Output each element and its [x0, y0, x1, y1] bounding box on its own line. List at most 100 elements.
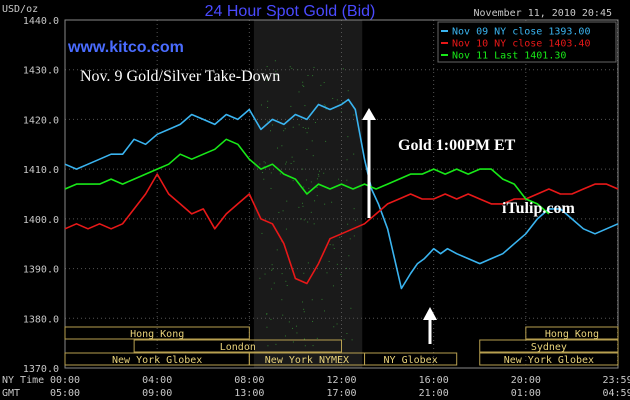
- nymex-dot: [311, 299, 313, 301]
- nymex-dot: [266, 313, 268, 315]
- nymex-dot: [290, 162, 292, 164]
- nymex-dot: [300, 218, 302, 220]
- nymex-dot: [275, 70, 277, 72]
- x-tick-label-ny: 12:00: [326, 375, 356, 386]
- nymex-dot: [285, 161, 287, 163]
- session-bar-outline: [525, 326, 619, 340]
- nymex-dot: [321, 298, 323, 300]
- nymex-dot: [270, 288, 272, 290]
- nymex-dot: [269, 130, 271, 132]
- nymex-dot: [260, 104, 262, 106]
- x-axis-ticks: 00:00 05:00 04:00 09:00 08:00 13:00 12:00 17:00…: [50, 375, 630, 399]
- nymex-dot: [312, 320, 314, 322]
- nymex-dot: [323, 104, 325, 106]
- nymex-dot: [346, 179, 348, 181]
- nymex-dot: [298, 124, 300, 126]
- nymex-dot: [343, 338, 345, 340]
- nymex-dot: [338, 178, 340, 180]
- nymex-dot: [263, 178, 265, 180]
- nymex-dot: [278, 211, 280, 213]
- nymex-dot: [303, 186, 305, 188]
- y-tick-label: 1380.0: [23, 314, 59, 325]
- nymex-dot: [306, 132, 308, 134]
- nymex-dot: [302, 126, 304, 128]
- nymex-dot: [281, 273, 283, 275]
- nymex-dot: [342, 101, 344, 103]
- nymex-dot: [274, 60, 276, 62]
- nymex-dot: [312, 155, 314, 157]
- nymex-dot: [331, 201, 333, 203]
- nymex-dot: [290, 105, 292, 107]
- y-tick-label: 1410.0: [23, 165, 59, 176]
- session-label: Hong Kong: [130, 329, 184, 340]
- nymex-dot: [310, 181, 312, 183]
- x-tick-label-gmt: 04:59: [602, 388, 630, 399]
- session-bar-outline: [364, 352, 458, 366]
- series-line: [64, 98, 619, 290]
- session-label: Hong Kong: [545, 329, 599, 340]
- nymex-dot: [292, 180, 294, 182]
- nymex-dot: [346, 333, 348, 335]
- nymex-dot: [336, 99, 338, 101]
- y-axis-ticks: 1440.0 1430.0 1420.0 1410.0 1400.0 1390.0 1380…: [23, 16, 59, 375]
- nymex-dot: [313, 223, 315, 225]
- nymex-dot: [332, 285, 334, 287]
- nymex-dot: [314, 122, 316, 124]
- nymex-dot: [349, 238, 351, 240]
- nymex-dot: [266, 313, 268, 315]
- nymex-dot: [285, 163, 287, 165]
- x-tick-label-gmt: 17:00: [326, 388, 356, 399]
- nymex-dot: [284, 128, 286, 130]
- nymex-dot: [282, 210, 284, 212]
- nymex-dot: [307, 74, 309, 76]
- nymex-dot: [304, 345, 306, 347]
- nymex-dot: [329, 244, 331, 246]
- nymex-dot: [353, 235, 355, 237]
- nymex-dot: [264, 273, 266, 275]
- nymex-dot: [285, 228, 287, 230]
- x-tick-label-gmt: 05:00: [50, 388, 80, 399]
- takedown-annotation: Nov. 9 Gold/Silver Take-Down: [80, 68, 280, 85]
- nymex-dot: [307, 127, 309, 129]
- y-axis-unit-label: USD/oz: [2, 4, 38, 15]
- session-label: London: [220, 342, 256, 353]
- nymex-dot: [298, 206, 300, 208]
- nymex-dot: [325, 108, 327, 110]
- nymex-dot: [347, 136, 349, 138]
- nymex-dot: [303, 311, 305, 313]
- nymex-dot: [353, 208, 355, 210]
- nymex-dot: [286, 200, 288, 202]
- low-arrow: [423, 307, 437, 344]
- session-bar: Sydney: [479, 339, 619, 353]
- nymex-dot: [292, 327, 294, 329]
- nymex-dot: [264, 162, 266, 164]
- nymex-dot: [336, 323, 338, 325]
- nymex-dot: [270, 187, 272, 189]
- y-tick-label: 1420.0: [23, 115, 59, 126]
- nymex-dot: [333, 326, 335, 328]
- nymex-dot: [293, 160, 295, 162]
- nymex-dot: [351, 339, 353, 341]
- session-bar: NY Globex: [364, 352, 458, 366]
- nymex-dot: [266, 79, 268, 81]
- session-label: New York Globex: [504, 355, 594, 366]
- x-tick-label-gmt: 13:00: [234, 388, 264, 399]
- grid-lines: [65, 20, 619, 368]
- session-bar-outline: [64, 326, 250, 340]
- nymex-dot: [302, 84, 304, 86]
- nymex-dot: [323, 172, 325, 174]
- nymex-dot: [270, 172, 272, 174]
- nymex-dot: [314, 200, 316, 202]
- session-bar-outline: [479, 339, 619, 353]
- nymex-dot: [291, 156, 293, 158]
- itulip-annotation: iTulip.com: [502, 200, 575, 217]
- nymex-dot: [283, 130, 285, 132]
- nymex-dot: [266, 106, 268, 108]
- nymex-dot: [282, 314, 284, 316]
- nymex-dot: [302, 301, 304, 303]
- y-tick-label: 1440.0: [23, 16, 59, 27]
- legend-entry: Nov 10 NY close 1403.40: [452, 39, 590, 50]
- session-bar-outline: [479, 352, 619, 366]
- nymex-dot: [270, 318, 272, 320]
- session-bar: New York NYMEX: [248, 352, 366, 366]
